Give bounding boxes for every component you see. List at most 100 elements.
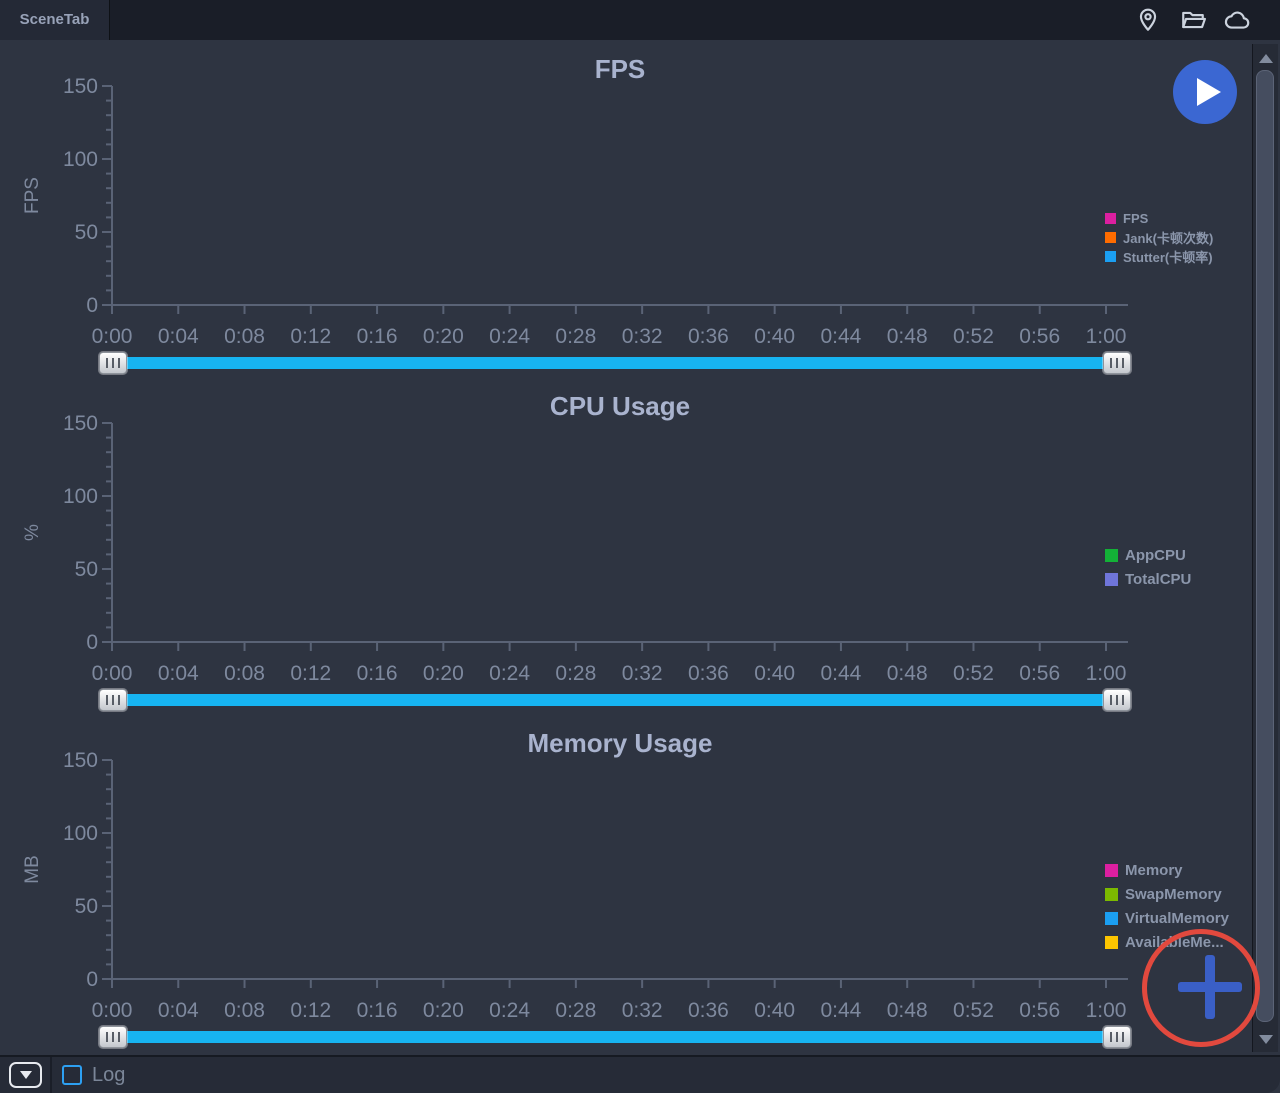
legend-label: FPS xyxy=(1123,211,1149,226)
legend-item[interactable]: TotalCPU xyxy=(1105,567,1191,591)
chart-panel-memory: 0 50 100 150 0:00 0:04 0:08 0:12 0:16 0:20 0:24 0:2… xyxy=(0,714,1250,1051)
x-tick-label: 0:48 xyxy=(887,999,928,1022)
x-tick-label: 0:20 xyxy=(423,662,464,685)
chevron-down-icon xyxy=(19,1071,32,1079)
y-tick-label: 150 xyxy=(63,75,98,98)
log-checkbox[interactable] xyxy=(62,1065,82,1085)
y-tick-label: 50 xyxy=(75,558,98,581)
play-button[interactable] xyxy=(1173,60,1237,124)
legend-label: Stutter(卡顿率) xyxy=(1123,250,1213,265)
slider-left-handle[interactable] xyxy=(99,689,127,711)
legend-item[interactable]: Jank(卡顿次数) xyxy=(1105,228,1213,247)
slider-left-handle[interactable] xyxy=(99,1026,127,1048)
slider-right-handle[interactable] xyxy=(1103,352,1131,374)
scroll-down-arrow[interactable] xyxy=(1259,1035,1273,1044)
slider-track[interactable] xyxy=(113,694,1117,706)
x-tick-label: 0:04 xyxy=(158,662,199,685)
y-tick-label: 150 xyxy=(63,749,98,772)
x-tick-label: 0:08 xyxy=(224,325,265,348)
x-tick-label: 0:12 xyxy=(290,999,331,1022)
x-tick-label: 0:40 xyxy=(754,662,795,685)
topbar-icon-group xyxy=(1134,0,1252,40)
legend-item[interactable]: VirtualMemory xyxy=(1105,906,1229,930)
legend-label: Memory xyxy=(1125,861,1183,879)
y-tick-label: 100 xyxy=(63,148,98,171)
memory-chart-legend: Memory SwapMemory VirtualMemory AvailableMe… xyxy=(1105,858,1229,954)
x-tick-label: 0:32 xyxy=(622,325,663,348)
x-tick-label: 0:16 xyxy=(357,325,398,348)
y-axis-unit-label: % xyxy=(22,524,43,541)
cloud-icon[interactable] xyxy=(1224,6,1252,34)
legend-item[interactable]: Memory xyxy=(1105,858,1229,882)
x-tick-label: 0:52 xyxy=(953,662,994,685)
legend-label: VirtualMemory xyxy=(1125,909,1229,927)
x-tick-label: 0:00 xyxy=(92,999,133,1022)
legend-label: Jank(卡顿次数) xyxy=(1123,231,1214,246)
x-tick-label: 0:04 xyxy=(158,999,199,1022)
vertical-scrollbar[interactable] xyxy=(1252,44,1278,1052)
charts-area: 0 50 100 150 0:00 0:04 0:08 0:12 0:16 0:20 0:24 0:2… xyxy=(0,40,1280,1055)
location-icon[interactable] xyxy=(1134,6,1162,34)
plus-icon xyxy=(1205,955,1215,1019)
slider-track[interactable] xyxy=(113,1031,1117,1043)
cpu-time-range-slider[interactable] xyxy=(99,689,1131,711)
legend-item[interactable]: SwapMemory xyxy=(1105,882,1229,906)
y-tick-label: 150 xyxy=(63,412,98,435)
memory-time-range-slider[interactable] xyxy=(99,1026,1131,1048)
legend-label: AppCPU xyxy=(1125,546,1186,564)
x-tick-label: 0:20 xyxy=(423,325,464,348)
legend-label: AvailableMe... xyxy=(1125,933,1224,951)
x-tick-label: 1:00 xyxy=(1086,999,1127,1022)
fps-chart-legend: FPS Jank(卡顿次数) Stutter(卡顿率) xyxy=(1105,209,1213,266)
top-tab-bar: SceneTab xyxy=(0,0,1280,40)
x-tick-label: 0:40 xyxy=(754,999,795,1022)
tab-scene[interactable]: SceneTab xyxy=(0,0,110,40)
play-icon xyxy=(1196,78,1221,106)
slider-right-handle[interactable] xyxy=(1103,1026,1131,1048)
y-tick-label: 0 xyxy=(86,631,98,654)
x-tick-label: 0:28 xyxy=(555,662,596,685)
x-tick-label: 0:36 xyxy=(688,662,729,685)
chart-title: FPS xyxy=(595,54,646,84)
log-checkbox-label: Log xyxy=(92,1064,126,1086)
legend-label: TotalCPU xyxy=(1125,570,1192,588)
x-tick-label: 1:00 xyxy=(1086,325,1127,348)
fps-time-range-slider[interactable] xyxy=(99,352,1131,374)
legend-item[interactable]: Stutter(卡顿率) xyxy=(1105,247,1213,266)
x-tick-label: 1:00 xyxy=(1086,662,1127,685)
scroll-up-arrow[interactable] xyxy=(1259,54,1273,63)
chart-title: Memory Usage xyxy=(528,728,713,758)
legend-label: SwapMemory xyxy=(1125,885,1222,903)
x-tick-label: 0:44 xyxy=(820,325,861,348)
x-tick-label: 0:16 xyxy=(357,999,398,1022)
legend-item[interactable]: AvailableMe... xyxy=(1105,930,1229,954)
slider-right-handle[interactable] xyxy=(1103,689,1131,711)
legend-item[interactable]: AppCPU xyxy=(1105,543,1191,567)
scrollbar-thumb[interactable] xyxy=(1256,70,1274,1022)
y-tick-label: 50 xyxy=(75,895,98,918)
collapse-panel-button[interactable] xyxy=(9,1062,42,1088)
x-tick-label: 0:04 xyxy=(158,325,199,348)
chart-title: CPU Usage xyxy=(550,391,690,421)
add-button[interactable] xyxy=(1178,955,1242,1019)
fps-chart-axes: 0 50 100 150 0:00 0:04 0:08 0:12 0:16 0:20 0:24 0:2… xyxy=(22,54,1128,348)
x-tick-label: 0:12 xyxy=(290,662,331,685)
legend-swatch xyxy=(1105,935,1118,949)
x-tick-label: 0:56 xyxy=(1019,662,1060,685)
legend-item[interactable]: FPS xyxy=(1105,209,1213,228)
slider-track[interactable] xyxy=(113,357,1117,369)
legend-swatch xyxy=(1105,251,1116,262)
legend-swatch xyxy=(1105,911,1118,925)
y-tick-label: 0 xyxy=(86,968,98,991)
legend-swatch xyxy=(1105,213,1116,224)
folder-icon[interactable] xyxy=(1179,6,1207,34)
y-tick-label: 0 xyxy=(86,294,98,317)
slider-left-handle[interactable] xyxy=(99,352,127,374)
x-tick-label: 0:44 xyxy=(820,999,861,1022)
cpu-chart-axes: 0 50 100 150 0:00 0:04 0:08 0:12 0:16 0:20 0:24 0:2… xyxy=(22,391,1128,685)
x-tick-label: 0:48 xyxy=(887,325,928,348)
x-tick-label: 0:00 xyxy=(92,662,133,685)
y-axis-unit-label: MB xyxy=(22,855,43,884)
x-tick-label: 0:00 xyxy=(92,325,133,348)
